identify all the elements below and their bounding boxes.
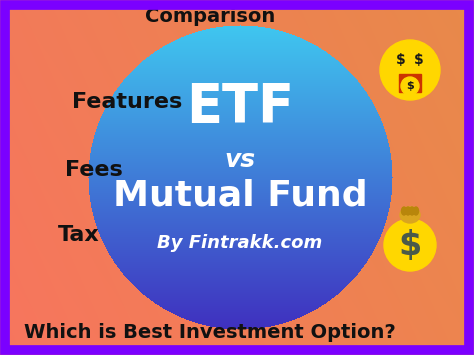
Text: Fees: Fees — [65, 160, 123, 180]
Text: Tax: Tax — [58, 225, 100, 245]
Text: ETF: ETF — [186, 81, 294, 133]
Text: vs: vs — [224, 148, 255, 172]
Circle shape — [401, 77, 419, 95]
Text: Features: Features — [72, 92, 182, 112]
Text: $: $ — [414, 53, 424, 67]
Ellipse shape — [401, 207, 407, 215]
Text: Which is Best Investment Option?: Which is Best Investment Option? — [24, 323, 396, 343]
Text: Mutual Fund: Mutual Fund — [113, 178, 367, 212]
Text: $: $ — [406, 81, 414, 91]
Bar — [399, 74, 421, 80]
Ellipse shape — [410, 207, 414, 215]
Text: $: $ — [398, 229, 422, 262]
Text: Comparison: Comparison — [145, 7, 275, 27]
Ellipse shape — [400, 207, 420, 223]
Text: $: $ — [396, 53, 406, 67]
Ellipse shape — [384, 219, 436, 271]
Text: By Fintrakk.com: By Fintrakk.com — [157, 234, 323, 252]
Ellipse shape — [413, 207, 419, 215]
Bar — [399, 80, 421, 92]
Ellipse shape — [405, 207, 410, 215]
Circle shape — [380, 40, 440, 100]
